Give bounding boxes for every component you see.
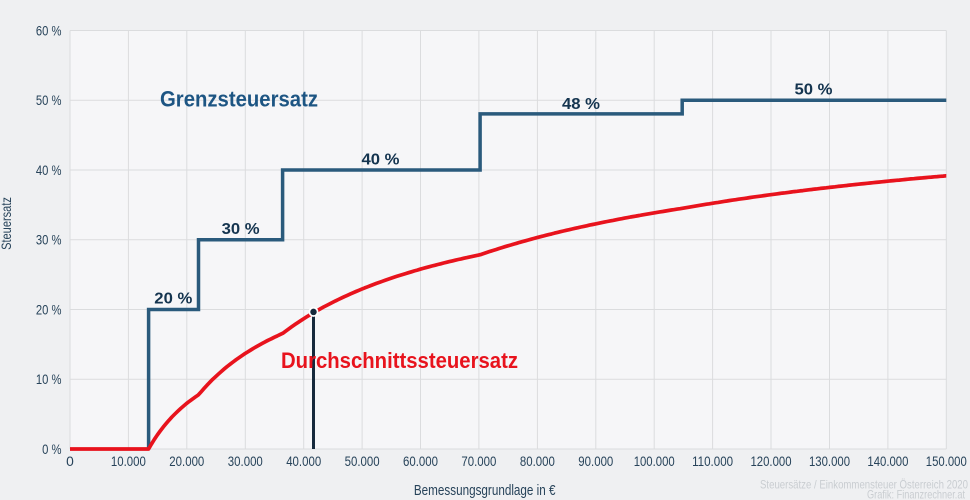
svg-text:40 %: 40 %	[362, 151, 400, 168]
svg-text:Grenzsteuersatz: Grenzsteuersatz	[160, 86, 318, 111]
svg-text:40.000: 40.000	[286, 454, 321, 469]
svg-text:130.000: 130.000	[809, 454, 850, 469]
svg-text:Bemessungsgrundlage in €: Bemessungsgrundlage in €	[414, 483, 556, 499]
svg-text:10.000: 10.000	[111, 454, 146, 469]
svg-text:60.000: 60.000	[403, 454, 438, 469]
svg-text:30 %: 30 %	[222, 221, 260, 238]
svg-text:20.000: 20.000	[169, 454, 204, 469]
svg-text:120.000: 120.000	[751, 454, 792, 469]
svg-text:50 %: 50 %	[795, 81, 833, 98]
svg-text:150.000: 150.000	[926, 454, 967, 469]
svg-text:0 %: 0 %	[42, 442, 61, 457]
svg-text:50 %: 50 %	[36, 93, 62, 108]
svg-text:70.000: 70.000	[461, 454, 496, 469]
svg-text:140.000: 140.000	[867, 454, 908, 469]
svg-text:80.000: 80.000	[520, 454, 555, 469]
svg-text:30 %: 30 %	[36, 233, 62, 248]
svg-text:40 %: 40 %	[36, 163, 62, 178]
svg-text:Steuersatz: Steuersatz	[0, 197, 14, 250]
svg-text:100.000: 100.000	[634, 454, 675, 469]
svg-text:Steuersätze / Einkommensteuer: Steuersätze / Einkommensteuer Österreich…	[760, 479, 968, 492]
svg-text:48 %: 48 %	[562, 96, 600, 113]
svg-text:90.000: 90.000	[578, 454, 613, 469]
svg-text:10 %: 10 %	[36, 372, 62, 387]
svg-text:20 %: 20 %	[36, 302, 62, 317]
svg-text:50.000: 50.000	[345, 454, 380, 469]
svg-text:30.000: 30.000	[228, 454, 263, 469]
svg-text:0: 0	[66, 454, 74, 469]
svg-text:Durchschnittssteuersatz: Durchschnittssteuersatz	[281, 348, 518, 373]
svg-text:110.000: 110.000	[692, 454, 733, 469]
svg-text:60 %: 60 %	[36, 23, 62, 38]
svg-text:20 %: 20 %	[154, 291, 192, 308]
svg-text:Grafik: Finanzrechner.at: Grafik: Finanzrechner.at	[867, 489, 966, 500]
